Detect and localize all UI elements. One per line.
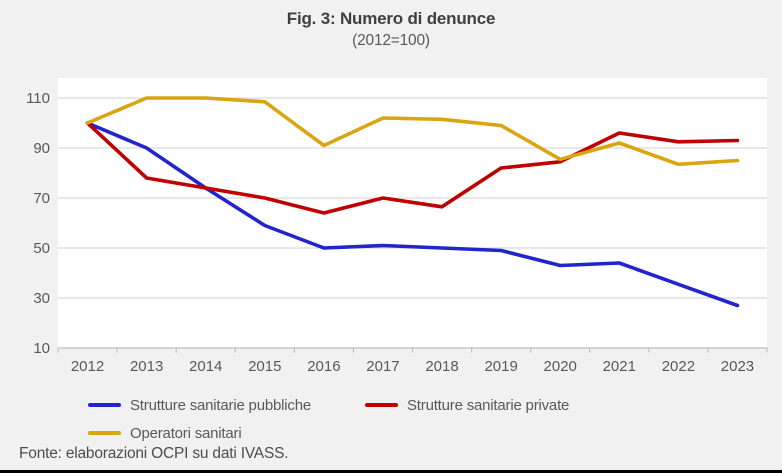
x-axis-label: 2014 (189, 358, 222, 375)
chart-legend: Strutture sanitarie pubbliche Strutture s… (88, 391, 738, 447)
x-axis-label: 2016 (307, 358, 340, 375)
plot-area (58, 78, 767, 348)
legend-item: Strutture sanitarie pubbliche (88, 397, 365, 414)
legend-label: Operatori sanitari (130, 424, 242, 442)
x-axis-label: 2012 (71, 358, 104, 375)
x-axis-label: 2018 (425, 358, 458, 375)
x-axis-label: 2013 (130, 358, 163, 375)
x-axis-label: 2020 (544, 358, 577, 375)
x-axis-label: 2019 (484, 358, 517, 375)
x-axis-label: 2015 (248, 358, 281, 375)
chart-subtitle: (2012=100) (352, 32, 430, 49)
legend-line-swatch (88, 403, 121, 407)
chart-title: Fig. 3: Numero di denunce (286, 9, 496, 28)
y-axis-label: 90 (33, 140, 50, 157)
y-axis-label: 10 (33, 340, 50, 357)
legend-line-swatch (365, 403, 398, 407)
legend-line-swatch (88, 431, 121, 435)
legend-label: Strutture sanitarie pubbliche (130, 396, 311, 414)
x-axis-label: 2022 (662, 358, 695, 375)
y-axis-label: 70 (33, 190, 50, 207)
source-note: Fonte: elaborazioni OCPI su dati IVASS. (19, 445, 289, 462)
series-line-operatori-sanitari (85, 96, 740, 167)
legend-item: Operatori sanitari (88, 425, 365, 442)
series-line-strutture-sanitarie-pubbliche (85, 121, 740, 308)
x-axis-label: 2021 (603, 358, 636, 375)
y-axis-label: 50 (33, 240, 50, 257)
series-line-strutture-sanitarie-private (85, 121, 740, 215)
x-axis-label: 2023 (721, 358, 754, 375)
legend-label: Strutture sanitarie private (407, 396, 570, 414)
y-axis-label: 30 (33, 290, 50, 307)
x-axis-label: 2017 (366, 358, 399, 375)
legend-item: Strutture sanitarie private (365, 397, 738, 414)
bottom-border-line (0, 470, 782, 473)
y-axis-label: 110 (26, 90, 50, 107)
